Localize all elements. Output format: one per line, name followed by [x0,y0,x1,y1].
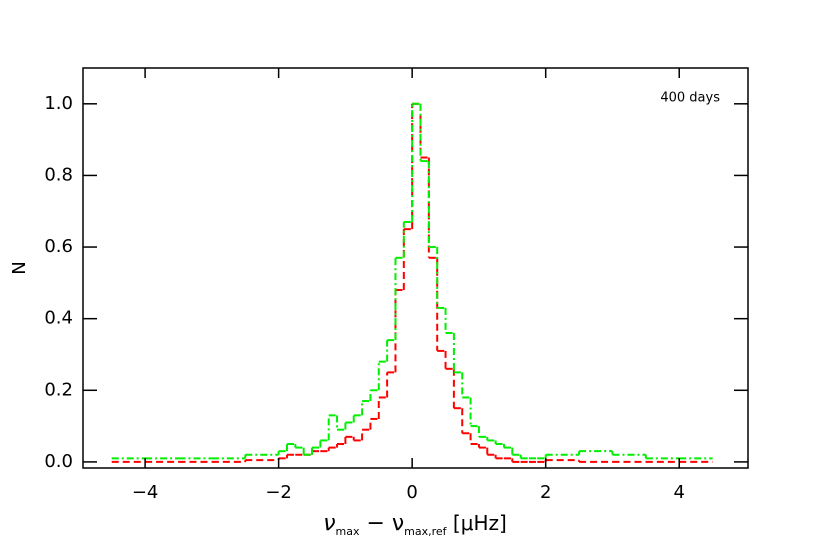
x-label-sub: max [335,525,359,538]
plot-frame [82,67,749,469]
x-axis-label: νmax − νmax,ref [μHz] [323,511,507,539]
y-tick-label: 1.0 [44,93,73,114]
x-label-part: ν [323,511,335,536]
x-tick-label: −4 [132,482,159,503]
y-tick-label: 0.8 [44,164,73,185]
x-tick-label: 4 [674,482,685,503]
y-tick-label: 0.6 [44,236,73,257]
y-tick-label: 0.4 [44,308,73,329]
x-tick-label: 0 [406,482,417,503]
annotation: 400 days [660,91,720,106]
y-axis-label: N [9,261,30,274]
x-tick-label: 2 [540,482,551,503]
x-label-part: [μHz] [447,511,507,535]
y-tick-label: 0.2 [44,379,73,400]
x-label-sub: max,ref [404,525,448,538]
y-tick-label: 0.0 [44,451,73,472]
x-label-part: − ν [359,511,404,536]
x-tick-label: −2 [265,482,292,503]
